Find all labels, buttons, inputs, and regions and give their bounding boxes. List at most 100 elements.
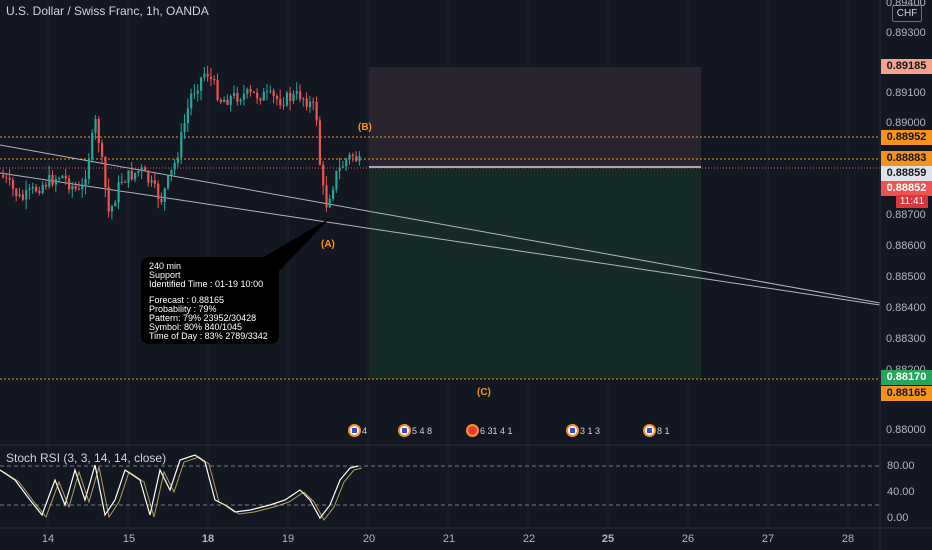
date-tick: 14: [41, 533, 55, 545]
candle-body: [335, 170, 338, 190]
candle-body: [147, 170, 150, 183]
candle-body: [117, 182, 120, 203]
date-tick: 25: [601, 533, 615, 545]
symbol-title[interactable]: U.S. Dollar / Swiss Franc, 1h, OANDA: [6, 4, 209, 18]
candle-body: [239, 99, 242, 102]
us-flag-icon: [566, 424, 579, 437]
candles: [2, 65, 361, 220]
stoch-rsi-title[interactable]: Stoch RSI (3, 3, 14, 14, close): [6, 451, 167, 465]
economic-event[interactable]: 5 4 8: [398, 424, 432, 438]
candle-body: [130, 170, 133, 180]
candle-body: [269, 90, 272, 92]
economic-event[interactable]: 8 1: [643, 424, 670, 438]
candle-body: [341, 166, 345, 168]
rsi-tick: 0.00: [887, 512, 909, 524]
candle-body: [97, 119, 100, 144]
event-count: 8 1: [657, 425, 670, 436]
candle-body: [196, 90, 199, 94]
candle-body: [114, 202, 117, 207]
candle-body: [44, 184, 48, 187]
candle-body: [84, 179, 87, 186]
economic-event[interactable]: 3 1 3: [566, 424, 600, 438]
candle-body: [229, 96, 232, 105]
economic-event[interactable]: 6 31 4 1: [466, 424, 513, 438]
candle-body: [295, 91, 298, 94]
candle-body: [110, 206, 114, 212]
candle-body: [328, 198, 331, 208]
candle-body: [134, 172, 137, 180]
price-tick: 0.88000: [886, 424, 926, 436]
candle-body: [242, 93, 246, 100]
candle-body: [226, 99, 229, 105]
candle-body: [259, 98, 262, 101]
economic-event[interactable]: 4: [348, 424, 367, 438]
date-tick: 15: [122, 533, 136, 545]
candle-body: [8, 178, 11, 180]
candle-body: [101, 143, 104, 157]
price-tick: 0.88500: [886, 271, 926, 283]
candle-body: [104, 156, 107, 188]
candle-body: [54, 179, 57, 185]
candle-body: [137, 171, 140, 173]
us-flag-icon: [643, 424, 656, 437]
candle-body: [186, 108, 189, 124]
candle-body: [262, 91, 265, 101]
date-tick: 28: [841, 533, 855, 545]
stoch-rsi-k-line: [0, 454, 359, 520]
candle-body: [176, 157, 180, 163]
currency-badge[interactable]: CHF: [892, 5, 922, 22]
price-tick: 0.88600: [886, 240, 926, 252]
candle-body: [170, 169, 173, 176]
candle-body: [318, 120, 321, 165]
event-count: 4: [362, 425, 368, 436]
date-tick: 22: [522, 533, 536, 545]
candle-body: [345, 159, 348, 167]
candle-body: [200, 77, 203, 91]
pattern-tooltip: 240 min Support Identified Time : 01-19 …: [141, 257, 279, 344]
candle-body: [206, 73, 209, 77]
candle-body: [190, 93, 193, 109]
candle-body: [107, 187, 110, 212]
candle-body: [292, 93, 295, 101]
candle-body: [305, 98, 308, 108]
swiss-flag-icon: [466, 424, 479, 437]
date-tick: 27: [761, 533, 775, 545]
wave-label-c: (C): [477, 387, 491, 398]
candle-body: [338, 167, 341, 171]
candle-body: [351, 154, 354, 157]
candle-body: [2, 175, 5, 178]
candle-body: [358, 156, 361, 162]
candle-body: [299, 91, 302, 100]
event-count: 6 31 4 1: [480, 425, 513, 436]
candle-body: [157, 183, 160, 199]
tooltip-identified-time: Identified Time : 01-19 10:00: [149, 278, 264, 289]
candle-body: [140, 167, 143, 172]
candle-body: [315, 101, 318, 121]
candle-body: [153, 180, 156, 184]
candle-body: [173, 162, 176, 170]
us-flag-icon: [398, 424, 411, 437]
tooltip-time-of-day: Time of Day : 83% 2789/3342: [149, 330, 268, 341]
candle-body: [11, 179, 15, 189]
stoch-rsi-d-line: [3, 456, 363, 521]
candle-body: [163, 188, 166, 202]
event-count: 3 1 3: [580, 425, 601, 436]
candle-body: [180, 132, 183, 158]
trend-line-lower: [0, 172, 881, 306]
candle-body: [15, 188, 18, 197]
tooltip-type: Support: [149, 269, 181, 280]
candle-body: [68, 178, 71, 190]
date-tick: 26: [681, 533, 695, 545]
candle-body: [219, 99, 222, 103]
us-flag-icon: [348, 424, 361, 437]
tooltip-pattern: Pattern: 79% 23952/30428: [149, 312, 257, 323]
price-tick: 0.89100: [886, 87, 926, 99]
candle-body: [94, 119, 97, 133]
price-tag-last: 0.88852: [881, 181, 932, 196]
candle-body: [160, 198, 163, 202]
candle-body: [193, 93, 196, 95]
price-tick: 0.88700: [886, 209, 926, 221]
price-tick: 0.89000: [886, 117, 926, 129]
rsi-tick: 80.00: [887, 460, 915, 472]
